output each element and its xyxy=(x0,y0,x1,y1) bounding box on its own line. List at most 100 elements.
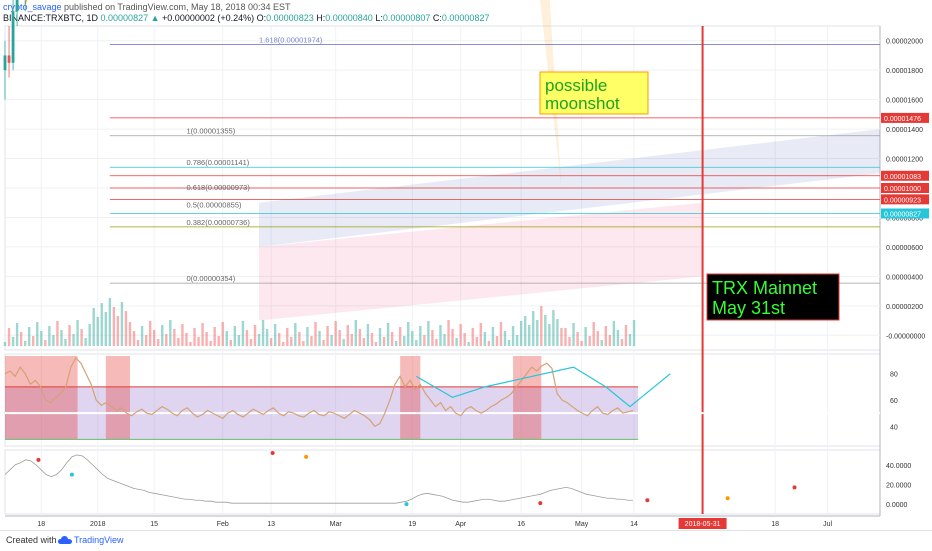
rsi-overbought-zone xyxy=(400,356,421,440)
volume-bar xyxy=(358,329,362,346)
volume-bar xyxy=(197,337,200,346)
rsi-tick-label: 80 xyxy=(890,372,898,379)
time-tick-label: 14 xyxy=(630,521,638,528)
volume-bar xyxy=(286,328,289,346)
volume-bar xyxy=(499,322,503,346)
volume-bar xyxy=(443,334,446,346)
fib-level-label: 0.382(0.00000736) xyxy=(186,218,250,227)
volume-bar xyxy=(467,342,470,346)
volume-bar xyxy=(471,328,474,346)
volume-bar xyxy=(519,321,523,346)
volume-bar xyxy=(439,325,442,346)
high-value: 0.00000840 xyxy=(325,13,373,23)
volume-bar xyxy=(273,324,277,346)
price-highlight-label: 0.00000827 xyxy=(881,208,929,219)
volume-bar xyxy=(552,310,555,346)
volume-bar xyxy=(322,340,325,346)
possible-moonshot-text: moonshot xyxy=(545,94,620,113)
oscillator-line xyxy=(4,454,633,504)
volume-bar xyxy=(451,329,454,346)
volume-bar xyxy=(620,339,624,346)
volume-bar xyxy=(229,340,233,346)
low-value: 0.00000807 xyxy=(382,13,431,23)
price-highlight-label: 0.00001000 xyxy=(881,183,929,193)
volume-bar xyxy=(140,326,144,346)
price-highlight-label: 0.00001476 xyxy=(881,112,929,123)
volume-bar xyxy=(560,328,563,346)
volume-bar xyxy=(564,328,567,346)
volume-bar xyxy=(161,325,164,346)
volume-bar xyxy=(310,336,313,346)
volume-bar xyxy=(144,335,148,346)
time-tick-label: 13 xyxy=(267,521,275,528)
volume-bar xyxy=(334,321,337,346)
oscillator-dot xyxy=(304,454,309,459)
volume-bar xyxy=(491,327,495,346)
author-link[interactable]: crypto_savage xyxy=(3,2,62,12)
volume-bar xyxy=(447,320,450,346)
volume-bar xyxy=(326,326,329,346)
volume-bar xyxy=(378,328,382,346)
rsi-overbought-zone xyxy=(513,356,542,440)
high-label: H: xyxy=(316,13,326,23)
tradingview-cloud-icon xyxy=(58,536,72,544)
volume-bar xyxy=(390,332,394,346)
fib-level-label: 0.5(0.00000855) xyxy=(186,200,242,209)
trading-chart[interactable]: 0.00002000 0.00001800 0.00001600 0.00001400… xyxy=(0,0,932,530)
volume-bar xyxy=(169,320,172,346)
volume-bar xyxy=(527,325,531,346)
volume-bar xyxy=(68,325,71,346)
volume-bar xyxy=(431,330,434,346)
open-value: 0.00000823 xyxy=(266,13,314,23)
published-text: published on TradingView.com, May 18, 20… xyxy=(61,2,291,12)
fib-level-label: 0.786(0.00001141) xyxy=(186,158,249,167)
volume-bar xyxy=(616,330,620,346)
volume-bar xyxy=(540,306,543,346)
volume-bar xyxy=(201,323,204,346)
volume-bar xyxy=(382,337,386,346)
volume-bar xyxy=(80,329,83,346)
volume-bar xyxy=(245,330,249,346)
candle xyxy=(11,0,15,71)
volume-bar xyxy=(580,341,583,346)
volume-bar xyxy=(177,338,180,346)
time-tick-label: 18 xyxy=(37,521,45,528)
price-tick-label: 0.00000800 xyxy=(886,215,923,222)
volume-bar xyxy=(136,340,140,346)
time-tick-label: Apr xyxy=(455,521,467,528)
oscillator-dot xyxy=(792,485,797,490)
volume-bar xyxy=(338,330,341,346)
price-tick-label: 0.00001200 xyxy=(886,157,923,164)
volume-bar xyxy=(483,332,487,346)
volume-bar xyxy=(32,336,35,346)
volume-bar xyxy=(193,328,196,346)
volume-bar xyxy=(84,338,87,346)
volume-bar xyxy=(632,320,636,346)
rsi-tick-label: 40 xyxy=(890,424,898,431)
candle-body xyxy=(7,55,11,63)
ohlc-line: BINANCE:TRXBTC, 1D 0.00000827 ▲ +0.00000… xyxy=(3,13,489,23)
volume-bar xyxy=(104,312,108,346)
volume-bar xyxy=(576,332,579,346)
price-tick-label: 0.00001800 xyxy=(886,68,923,75)
volume-bar xyxy=(342,339,345,346)
volume-bar xyxy=(503,331,507,346)
volume-bar xyxy=(282,342,285,346)
volume-bar xyxy=(298,332,301,346)
volume-bar xyxy=(265,329,269,346)
volume-bar xyxy=(7,328,11,346)
volume-bar xyxy=(36,322,39,346)
fib-level-label: 1.618(0.00001974) xyxy=(259,36,323,45)
volume-bar xyxy=(253,325,257,346)
volume-bar xyxy=(362,338,366,346)
volume-bar xyxy=(261,320,265,346)
volume-bar xyxy=(221,322,224,346)
volume-bar xyxy=(600,340,603,346)
volume-bar xyxy=(386,323,390,346)
close-label: C: xyxy=(432,13,442,23)
rsi-drawn-path xyxy=(415,366,671,408)
volume-bar xyxy=(76,320,79,346)
tradingview-brand[interactable]: TradingView xyxy=(74,535,124,545)
volume-bar xyxy=(314,322,317,346)
